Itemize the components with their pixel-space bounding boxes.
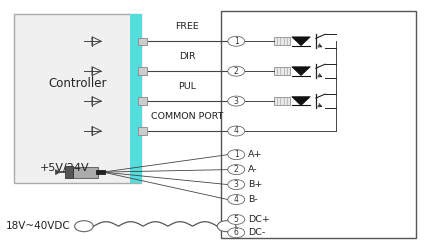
Circle shape (228, 150, 245, 160)
Bar (73, 167, 98, 178)
Text: DC-: DC- (248, 228, 265, 237)
Polygon shape (292, 37, 311, 46)
Text: B-: B- (248, 195, 258, 204)
Text: 4: 4 (234, 127, 239, 136)
Circle shape (228, 66, 245, 76)
Text: 1: 1 (234, 37, 239, 46)
Text: 6: 6 (234, 228, 239, 237)
Bar (138, 38, 147, 45)
Text: DIR: DIR (179, 52, 196, 61)
Circle shape (228, 126, 245, 136)
Text: 3: 3 (234, 180, 239, 189)
Text: 5: 5 (234, 215, 239, 224)
Text: Controller: Controller (48, 77, 106, 90)
Text: 3: 3 (234, 97, 239, 106)
Bar (222, 11, 416, 238)
Text: A-: A- (248, 165, 258, 174)
Text: 2: 2 (234, 165, 239, 174)
Circle shape (228, 195, 245, 205)
Text: FREE: FREE (176, 22, 199, 31)
Text: 1: 1 (234, 150, 239, 159)
Text: B+: B+ (248, 180, 262, 189)
Bar (14, 14, 141, 183)
Text: DC+: DC+ (248, 215, 270, 224)
Bar (65, 166, 73, 178)
Circle shape (228, 214, 245, 225)
Bar (274, 97, 291, 105)
Text: 2: 2 (234, 67, 239, 76)
Polygon shape (292, 97, 311, 106)
Text: A+: A+ (248, 150, 262, 159)
Circle shape (217, 221, 236, 232)
Circle shape (228, 228, 245, 238)
Circle shape (228, 165, 245, 175)
Text: PUL: PUL (178, 82, 196, 91)
Bar (274, 37, 291, 45)
Bar (138, 68, 147, 75)
Circle shape (75, 221, 93, 232)
Circle shape (228, 180, 245, 190)
Polygon shape (292, 67, 311, 76)
Bar (138, 97, 147, 105)
Text: +5V/24V: +5V/24V (40, 163, 89, 173)
Circle shape (228, 96, 245, 106)
Circle shape (228, 36, 245, 46)
Bar (274, 67, 291, 75)
Text: 4: 4 (234, 195, 239, 204)
Polygon shape (55, 170, 60, 175)
Text: COMMON PORT: COMMON PORT (151, 112, 224, 121)
Text: 18V~40VDC: 18V~40VDC (6, 221, 70, 231)
Bar (130, 14, 142, 183)
Bar (138, 127, 147, 135)
